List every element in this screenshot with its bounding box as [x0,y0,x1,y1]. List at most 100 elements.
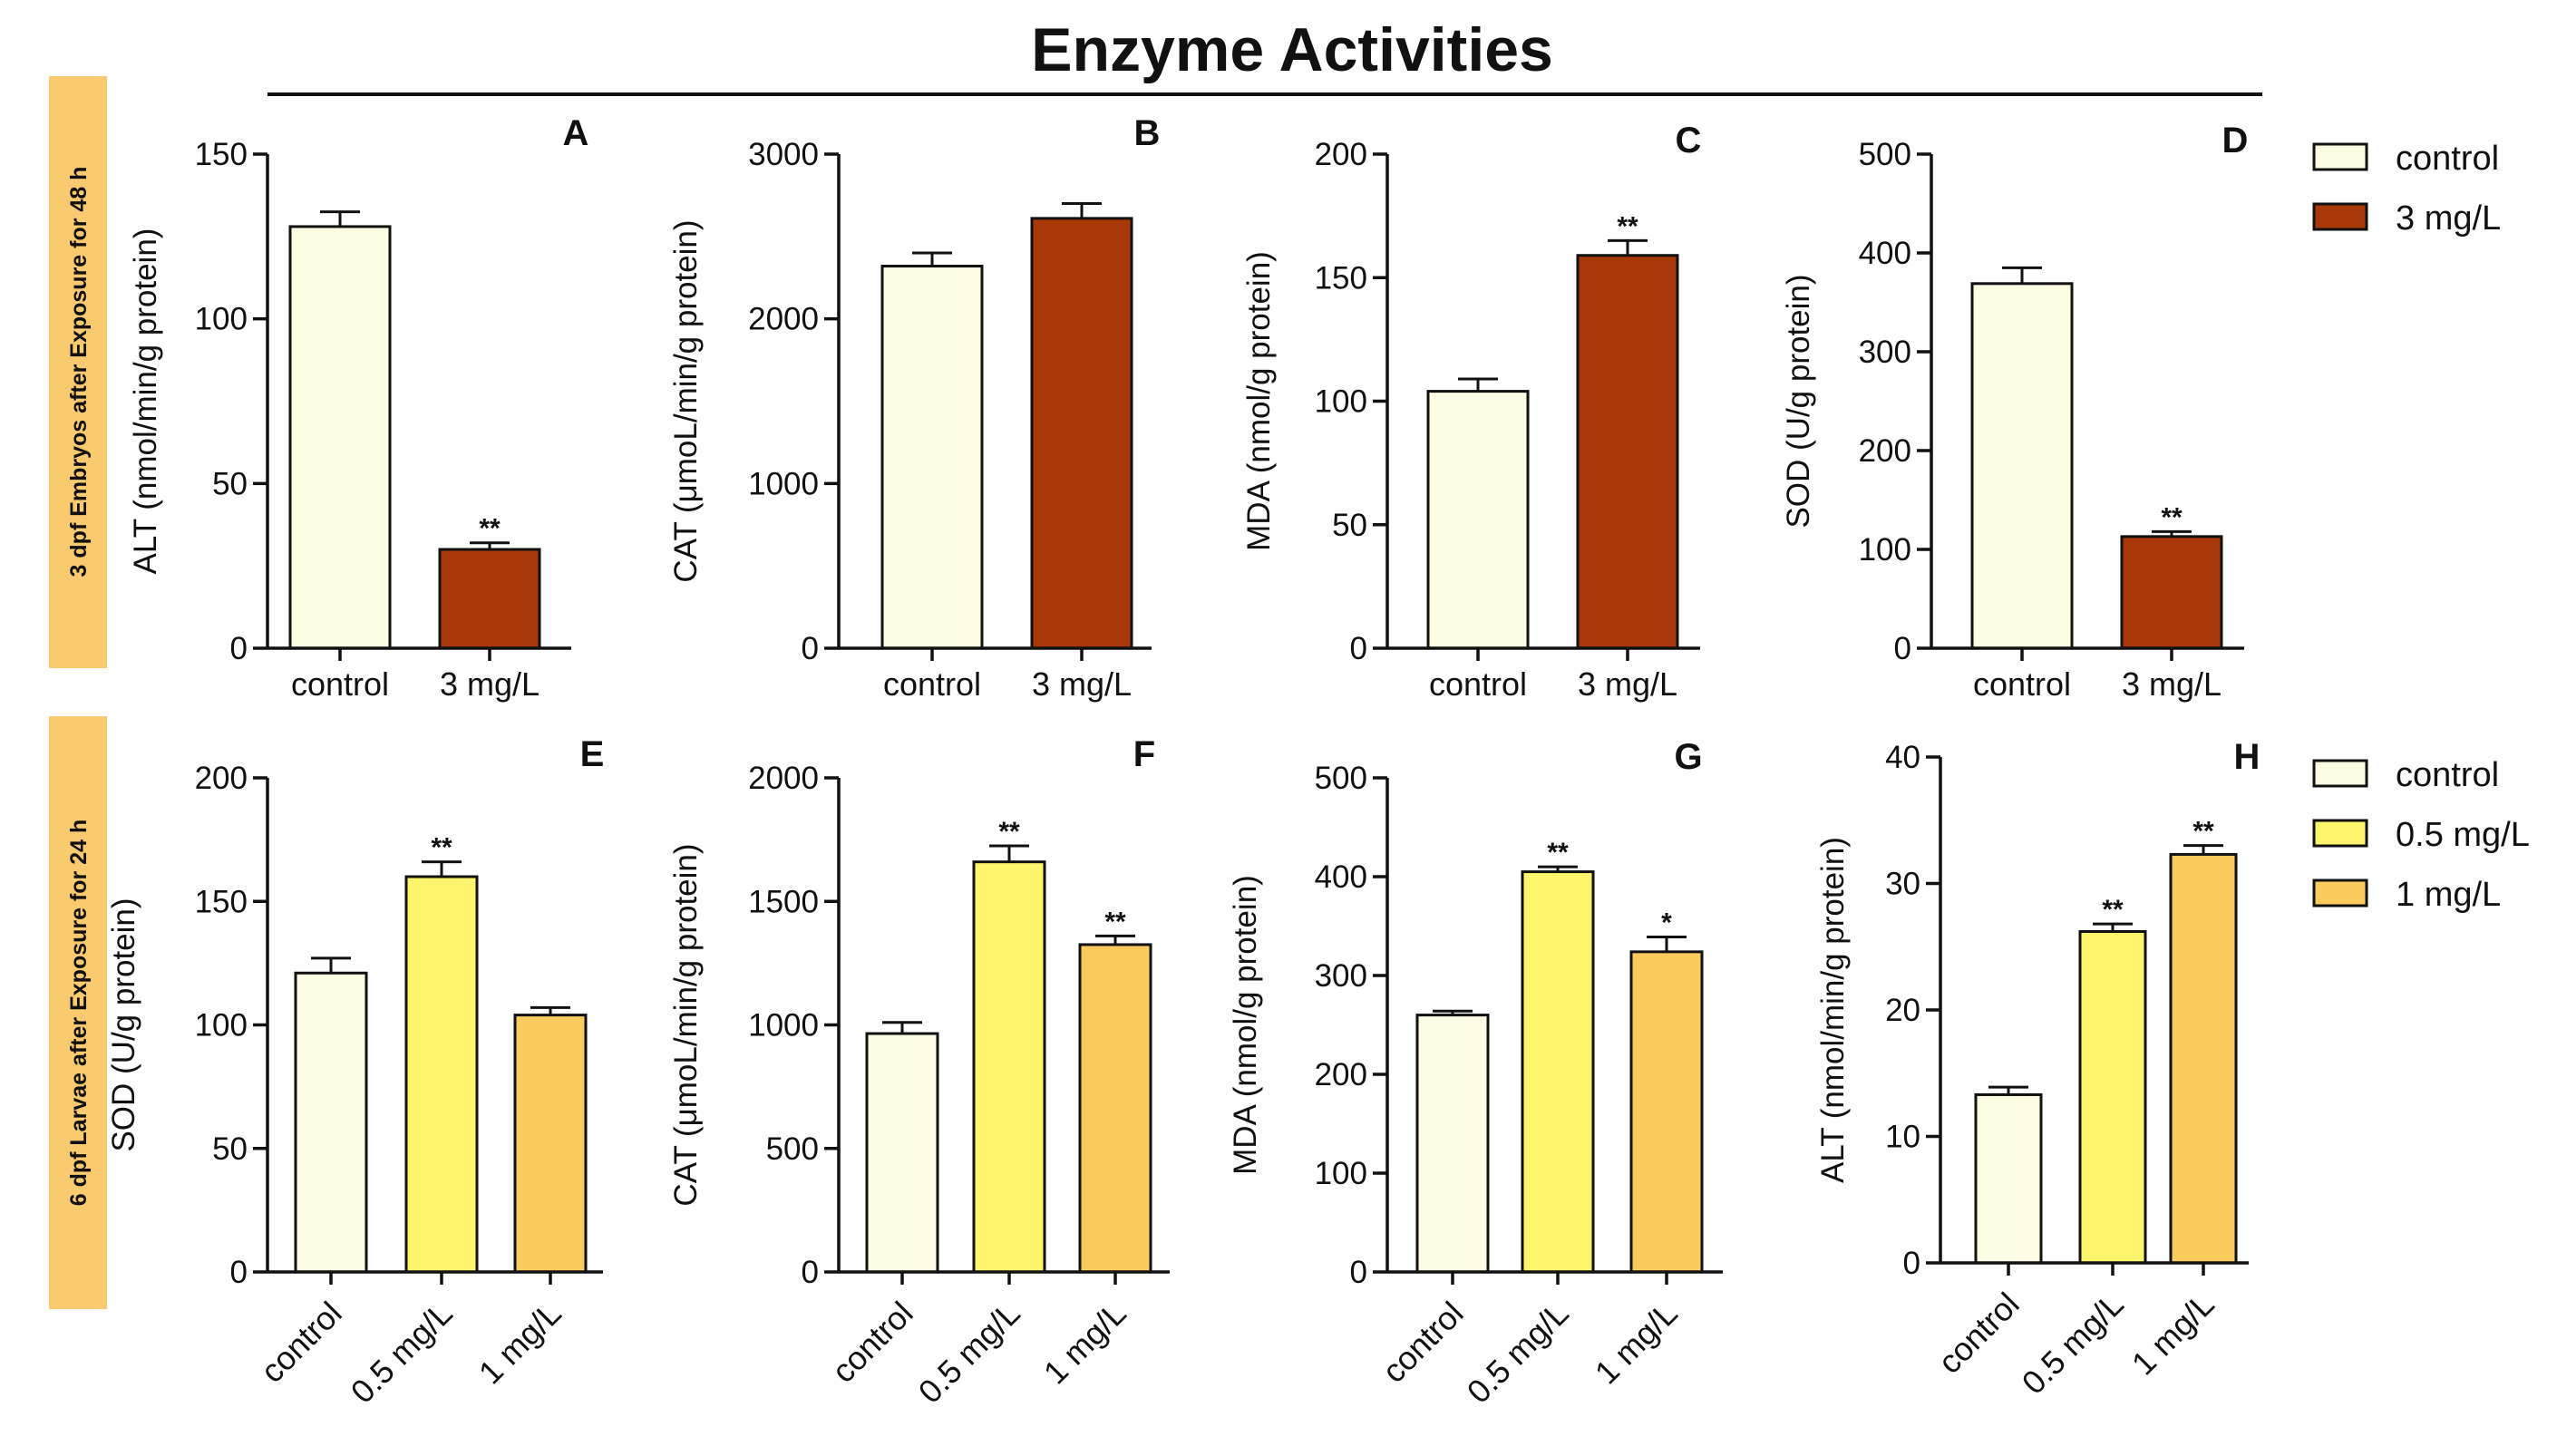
legend-swatch-0-0 [2312,142,2368,171]
panel-letter-e: E [580,734,605,774]
y-tick-label-e-1: 50 [212,1131,248,1167]
category-label-h-1: 0.5 mg/L [2015,1286,2131,1402]
bar-d-1 [2120,535,2223,650]
y-tick-label-d-1: 100 [1859,532,1911,568]
y-tick-label-f-0: 0 [802,1255,819,1290]
legend-swatch-0-1 [2312,202,2368,231]
bar-c-0 [1426,390,1530,650]
y-tick-label-a-0: 0 [230,631,248,666]
y-tick-label-f-1: 500 [766,1131,819,1167]
y-tick-label-g-4: 400 [1315,859,1367,895]
y-tick-label-a-3: 150 [195,137,248,172]
significance-a-1: ** [479,514,501,544]
bar-e-0 [294,971,368,1274]
row-label-bottom: 6 dpf Larvae after Exposure for 24 h [66,820,92,1207]
significance-f-1: ** [998,817,1020,847]
category-label-a-1: 3 mg/L [440,665,540,703]
bar-g-1 [1521,870,1595,1274]
category-label-h-2: 1 mg/L [2124,1286,2222,1383]
panel-f: control ** 0.5 mg/L ** 1 mg/L 0 500 1000 1500 200… [668,734,1170,1411]
legend-swatch-1-1 [2312,819,2368,848]
legend-label-1-1: 0.5 mg/L [2396,816,2530,854]
legend-swatch-1-2 [2312,878,2368,908]
chart-legends: control 3 mg/L control 0.5 mg/L 1 mg/L [2312,140,2530,914]
panel-letter-f: F [1133,734,1155,774]
y-tick-label-b-1: 1000 [748,466,819,501]
category-label-b-0: control [883,665,981,703]
category-label-b-1: 3 mg/L [1032,665,1132,703]
panel-letter-c: C [1676,121,1702,160]
legend-label-0-0: control [2396,140,2499,178]
y-tick-label-g-0: 0 [1350,1255,1367,1290]
bar-h-2 [2169,852,2238,1265]
significance-g-1: ** [1547,838,1569,868]
category-label-d-1: 3 mg/L [2122,665,2222,703]
y-tick-label-d-0: 0 [1894,631,1911,666]
y-tick-label-c-2: 100 [1315,384,1367,420]
panel-g: control ** 0.5 mg/L * 1 mg/L 0 100 200 300 400 500… [1228,737,1723,1411]
bar-f-0 [865,1032,939,1274]
y-tick-label-e-3: 150 [195,884,248,919]
y-tick-label-e-4: 200 [195,761,248,796]
bar-f-2 [1078,943,1152,1274]
figure-title: Enzyme Activities [1031,15,1553,84]
row-band-top: 3 dpf Embryos after Exposure for 48 h [49,76,107,668]
bar-h-0 [1974,1092,2043,1265]
y-tick-label-h-0: 0 [1903,1246,1920,1281]
panel-letter-b: B [1134,113,1161,153]
y-axis-label-f: CAT (μmoL/min/g protein) [668,843,704,1206]
legend-swatch-1-0 [2312,759,2368,788]
y-tick-label-c-1: 50 [1332,508,1367,543]
significance-f-2: ** [1104,907,1126,937]
category-label-g-2: 1 mg/L [1588,1295,1685,1392]
y-tick-label-d-3: 300 [1859,335,1911,370]
bar-h-1 [2078,930,2147,1265]
significance-d-1: ** [2161,502,2183,532]
legend-label-0-1: 3 mg/L [2396,199,2501,238]
y-tick-label-c-4: 200 [1315,137,1367,172]
y-axis-label-e: SOD (U/g protein) [106,898,141,1151]
y-tick-label-g-5: 500 [1315,761,1367,796]
category-label-a-0: control [291,665,389,703]
y-tick-label-a-2: 100 [195,302,248,337]
category-label-e-2: 1 mg/L [472,1295,569,1392]
y-axis-label-h: ALT (nmol/min/g protein) [1815,837,1851,1183]
y-tick-label-h-1: 10 [1885,1120,1920,1155]
bar-f-1 [972,860,1046,1274]
panel-letter-a: A [563,113,589,153]
y-tick-label-b-2: 2000 [748,302,819,337]
bar-b-0 [880,265,984,650]
y-tick-label-f-2: 1000 [748,1008,819,1043]
panel-letter-h: H [2234,737,2260,777]
legend-label-1-2: 1 mg/L [2396,876,2501,914]
y-tick-label-a-1: 50 [212,466,248,501]
y-axis-label-g: MDA (nmol/g protein) [1228,875,1263,1175]
y-tick-label-c-3: 150 [1315,260,1367,296]
category-label-f-1: 0.5 mg/L [911,1295,1027,1411]
y-tick-label-d-4: 400 [1859,236,1911,271]
y-tick-label-g-1: 100 [1315,1156,1367,1191]
category-label-f-0: control [824,1295,919,1390]
category-label-d-0: control [1973,665,2071,703]
row-band-bottom: 6 dpf Larvae after Exposure for 24 h [49,716,107,1309]
category-label-g-1: 0.5 mg/L [1460,1295,1576,1411]
bar-a-1 [438,548,541,650]
category-label-g-0: control [1375,1295,1470,1390]
category-label-c-0: control [1429,665,1527,703]
y-tick-label-h-2: 20 [1885,993,1920,1028]
y-tick-label-b-3: 3000 [748,137,819,172]
panel-d: control ** 3 mg/L 0 100 200 300 400 500 SOD (U/g … [1781,121,2248,703]
y-tick-label-f-3: 1500 [748,884,819,919]
bar-e-2 [513,1014,588,1274]
panel-a: control ** 3 mg/L 0 50 100 150 ALT (nmol/min/g … [128,113,588,703]
bar-b-1 [1030,217,1133,650]
bar-e-1 [404,875,479,1274]
panel-h: control ** 0.5 mg/L ** 1 mg/L 0 10 20 30 40 ALT (n… [1815,737,2260,1402]
category-label-e-1: 0.5 mg/L [344,1295,460,1411]
bar-c-1 [1576,254,1679,650]
legend-bottom: control 0.5 mg/L 1 mg/L [2312,756,2530,914]
legend-label-1-0: control [2396,756,2499,794]
significance-h-2: ** [2192,817,2214,847]
y-tick-label-d-2: 200 [1859,433,1911,469]
